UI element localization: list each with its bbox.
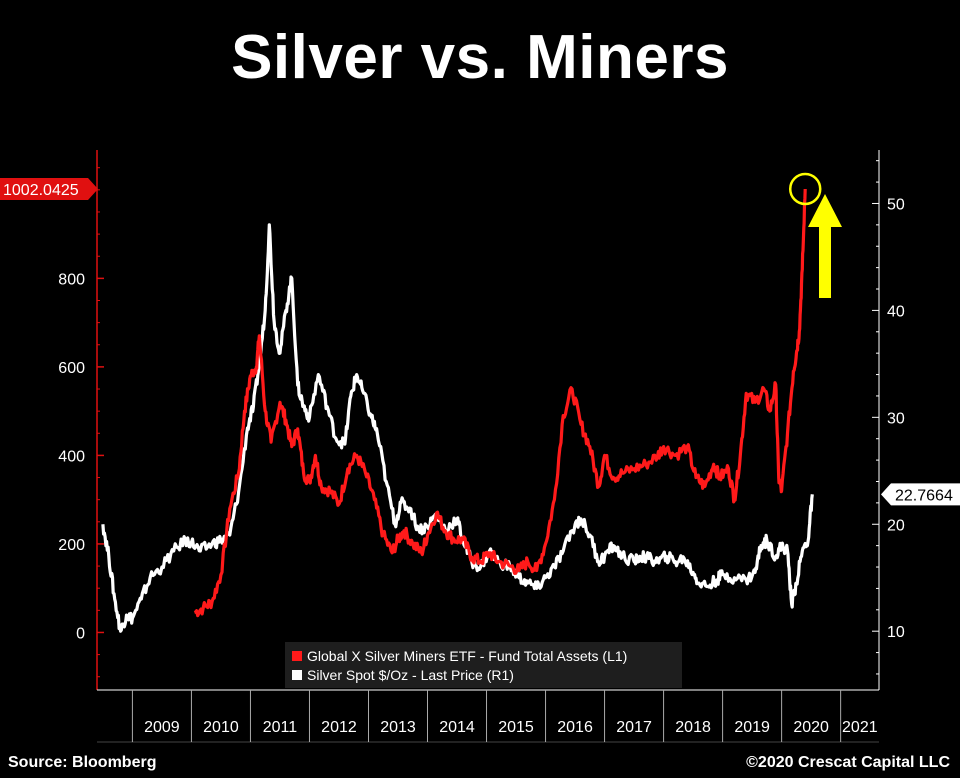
x-tick-label: 2017 [616, 719, 652, 736]
left-last-value-label: 1002.0425 [3, 182, 79, 199]
left-tick-label: 800 [58, 271, 85, 288]
right-last-value-tag [881, 483, 960, 506]
annotation-layer [788, 172, 842, 298]
up-arrow-icon [808, 194, 842, 298]
peak-circle-marker [788, 172, 822, 206]
legend-entry-label: Global X Silver Miners ETF - Fund Total … [307, 648, 627, 664]
right-tick-label: 40 [887, 303, 905, 320]
x-tick-label: 2012 [321, 719, 357, 736]
x-tick-label: 2019 [734, 719, 770, 736]
x-tick-label: 2015 [498, 719, 534, 736]
copyright-note: ©2020 Crescat Capital LLC [746, 754, 950, 771]
right-tick-label: 10 [887, 624, 905, 641]
right-tick-label: 50 [887, 196, 905, 213]
x-tick-label: 2020 [793, 719, 829, 736]
x-tick-label: 2018 [675, 719, 711, 736]
legend-box [285, 642, 682, 688]
right-axis: 10 20 30 40 50 22.7664 [872, 160, 960, 675]
legend-entry-label: Silver Spot $/Oz - Last Price (R1) [307, 667, 514, 683]
left-tick-label: 400 [58, 448, 85, 465]
legend-swatch [292, 670, 302, 680]
x-tick-label: 2011 [263, 719, 298, 736]
series-layer [101, 188, 814, 633]
left-tick-label: 600 [58, 360, 85, 377]
right-last-value-label: 22.7664 [895, 487, 953, 504]
chart-title: Silver vs. Miners [231, 23, 729, 92]
x-tick-label: 2014 [439, 719, 475, 736]
x-tick-label: 2013 [380, 719, 416, 736]
left-axis: 0 200 400 600 800 1002.0425 [0, 167, 104, 678]
chart-frame [96, 150, 880, 691]
right-tick-label: 30 [887, 410, 905, 427]
source-note: Source: Bloomberg [8, 754, 157, 771]
miners-series-line [193, 188, 807, 618]
x-axis: 2009 2010 2011 2012 2013 2014 2015 2016 2017 2018… [97, 690, 879, 743]
left-tick-label: 200 [58, 537, 85, 554]
legend: Global X Silver Miners ETF - Fund Total … [285, 642, 682, 688]
x-tick-label: 2009 [144, 719, 180, 736]
right-tick-label: 20 [887, 517, 905, 534]
left-last-value-tag [0, 177, 98, 200]
x-tick-label: 2021 [842, 719, 878, 736]
legend-swatch [292, 651, 302, 661]
left-tick-label: 0 [76, 625, 85, 642]
x-tick-label: 2010 [203, 719, 239, 736]
silver-series-line [101, 223, 814, 633]
x-tick-label: 2016 [557, 719, 593, 736]
